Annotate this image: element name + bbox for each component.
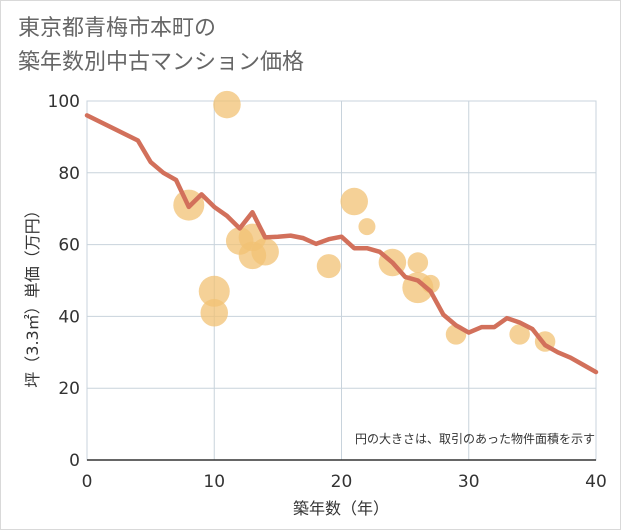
- bubble-point: [340, 187, 368, 216]
- bubble-point: [407, 252, 429, 273]
- y-axis-label: 坪（3.3㎡）単価（万円）: [23, 202, 42, 387]
- trend-line: [84, 113, 599, 375]
- bubble-point: [198, 275, 230, 307]
- bubble-point: [316, 254, 341, 279]
- y-tick-label: 100: [48, 92, 80, 112]
- x-axis-label: 築年数（年）: [293, 499, 389, 518]
- size-note: 円の大きさは、取引のあった物件面積を示す: [355, 431, 595, 446]
- grid-lines: [86, 100, 597, 461]
- bubble-point: [358, 218, 376, 236]
- y-tick-label: 60: [58, 236, 80, 256]
- title-line-1: 東京都青梅市本町の: [18, 16, 217, 41]
- y-tick-label: 40: [58, 307, 80, 327]
- bubble-point: [509, 324, 530, 345]
- y-tick-label: 0: [69, 451, 80, 471]
- x-tick-label: 10: [203, 472, 225, 492]
- bubble-point: [251, 238, 279, 266]
- y-tick-label: 80: [58, 164, 80, 184]
- title-line-2: 築年数別中古マンション価格: [18, 50, 305, 75]
- x-tick-label: 20: [331, 472, 353, 492]
- trend-layer: [84, 113, 599, 375]
- bubble-point: [213, 90, 241, 119]
- y-tick-label: 20: [58, 379, 80, 399]
- x-tick-label: 40: [585, 472, 607, 492]
- bubble-point: [200, 299, 228, 327]
- x-tick-label: 30: [458, 472, 480, 492]
- x-tick-label: 0: [82, 472, 93, 492]
- chart-title: 東京都青梅市本町の 築年数別中古マンション価格: [18, 12, 304, 80]
- tick-labels: 0 10 20 30 40 0 20 40 60 80 100: [48, 92, 607, 492]
